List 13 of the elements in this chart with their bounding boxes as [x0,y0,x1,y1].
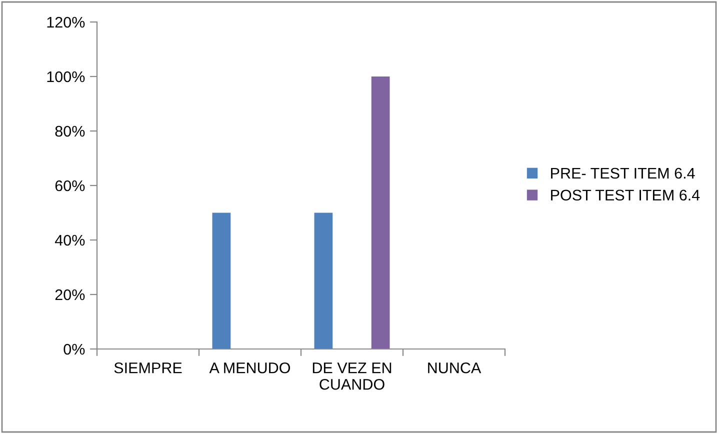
y-tick-label: 80% [55,126,85,137]
y-tick-label: 0% [64,344,85,355]
y-tick-label: 60% [55,180,85,192]
x-tick-label: NUNCA [428,362,482,374]
y-tick-label: 120% [47,16,85,28]
y-tick-label: 100% [47,71,85,82]
x-tick-label: SIEMPRE [114,362,182,374]
y-tick-label: 20% [55,289,85,300]
x-tick-label: DE VEZ EN CUANDO [312,362,392,390]
y-tick-label: 40% [54,234,85,246]
legend-label: POST TEST ITEM 6.4 [551,190,700,201]
legend-label: PRE- TEST ITEM 6.4 [551,168,695,179]
x-tick-label: A MENUDO [209,362,290,374]
